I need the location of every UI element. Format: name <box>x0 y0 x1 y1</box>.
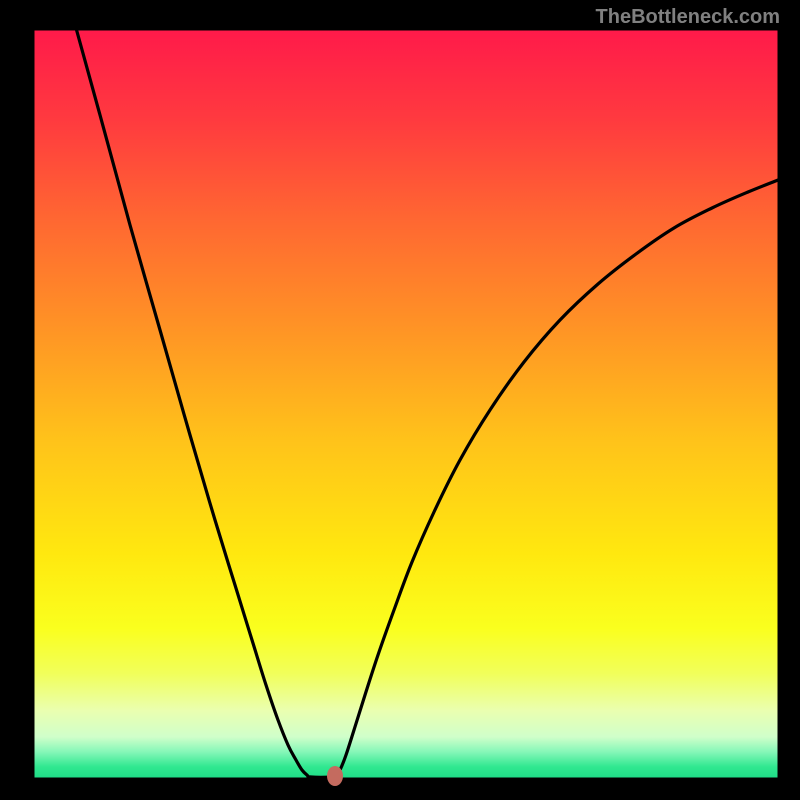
bottleneck-chart <box>0 0 800 800</box>
chart-container: { "watermark": { "text": "TheBottleneck.… <box>0 0 800 800</box>
watermark-text: TheBottleneck.com <box>596 6 780 29</box>
chart-background <box>34 30 778 778</box>
optimal-point-marker <box>327 766 343 786</box>
